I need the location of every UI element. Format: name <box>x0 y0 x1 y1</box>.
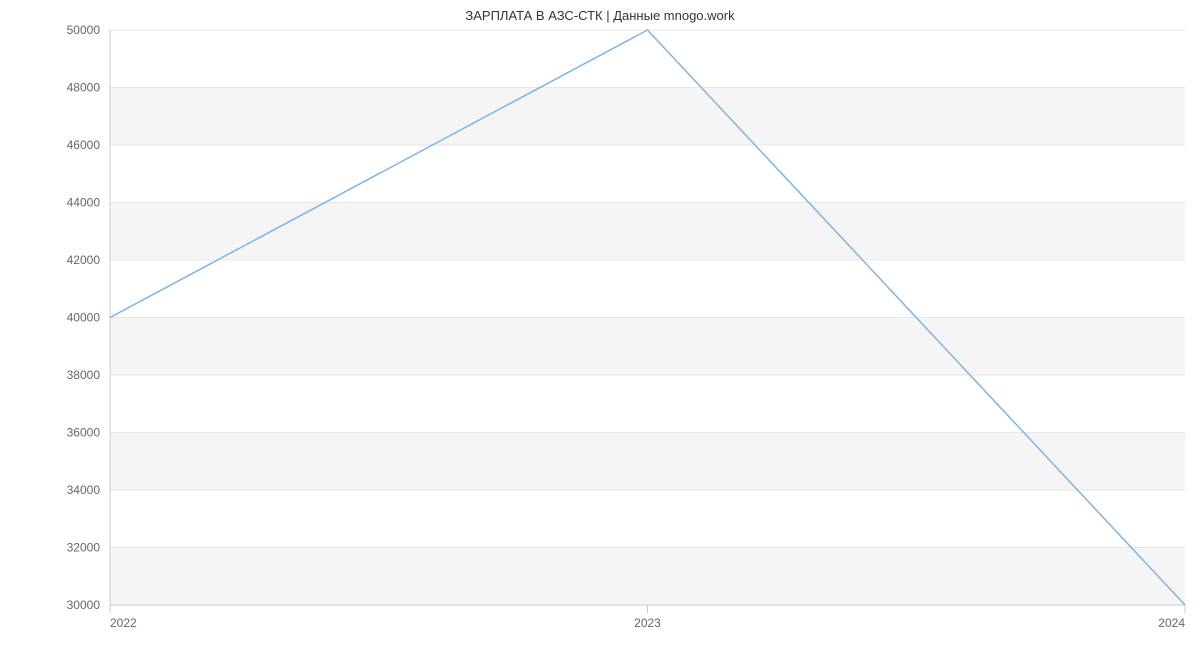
y-axis-label: 48000 <box>67 81 101 95</box>
x-axis-label: 2023 <box>634 616 661 630</box>
grid-band <box>110 88 1185 146</box>
y-axis-label: 44000 <box>67 196 101 210</box>
y-axis-label: 34000 <box>67 483 101 497</box>
grid-band <box>110 318 1185 376</box>
y-axis-label: 32000 <box>67 541 101 555</box>
y-axis-label: 42000 <box>67 253 101 267</box>
y-axis-label: 30000 <box>67 598 101 612</box>
salary-line-chart: 30000 32000 34000 36000 38000 40000 42000 44000… <box>0 0 1200 650</box>
x-axis-label: 2024 <box>1158 616 1185 630</box>
y-axis-label: 38000 <box>67 368 101 382</box>
grid-band <box>110 548 1185 606</box>
y-axis-label: 50000 <box>67 23 101 37</box>
x-axis-label: 2022 <box>110 616 137 630</box>
y-axis-label: 46000 <box>67 138 101 152</box>
chart-container: ЗАРПЛАТА В АЗС-СТК | Данные mnogo.work 3… <box>0 0 1200 650</box>
y-axis-label: 40000 <box>67 311 101 325</box>
grid-band <box>110 433 1185 491</box>
y-axis-label: 36000 <box>67 426 101 440</box>
